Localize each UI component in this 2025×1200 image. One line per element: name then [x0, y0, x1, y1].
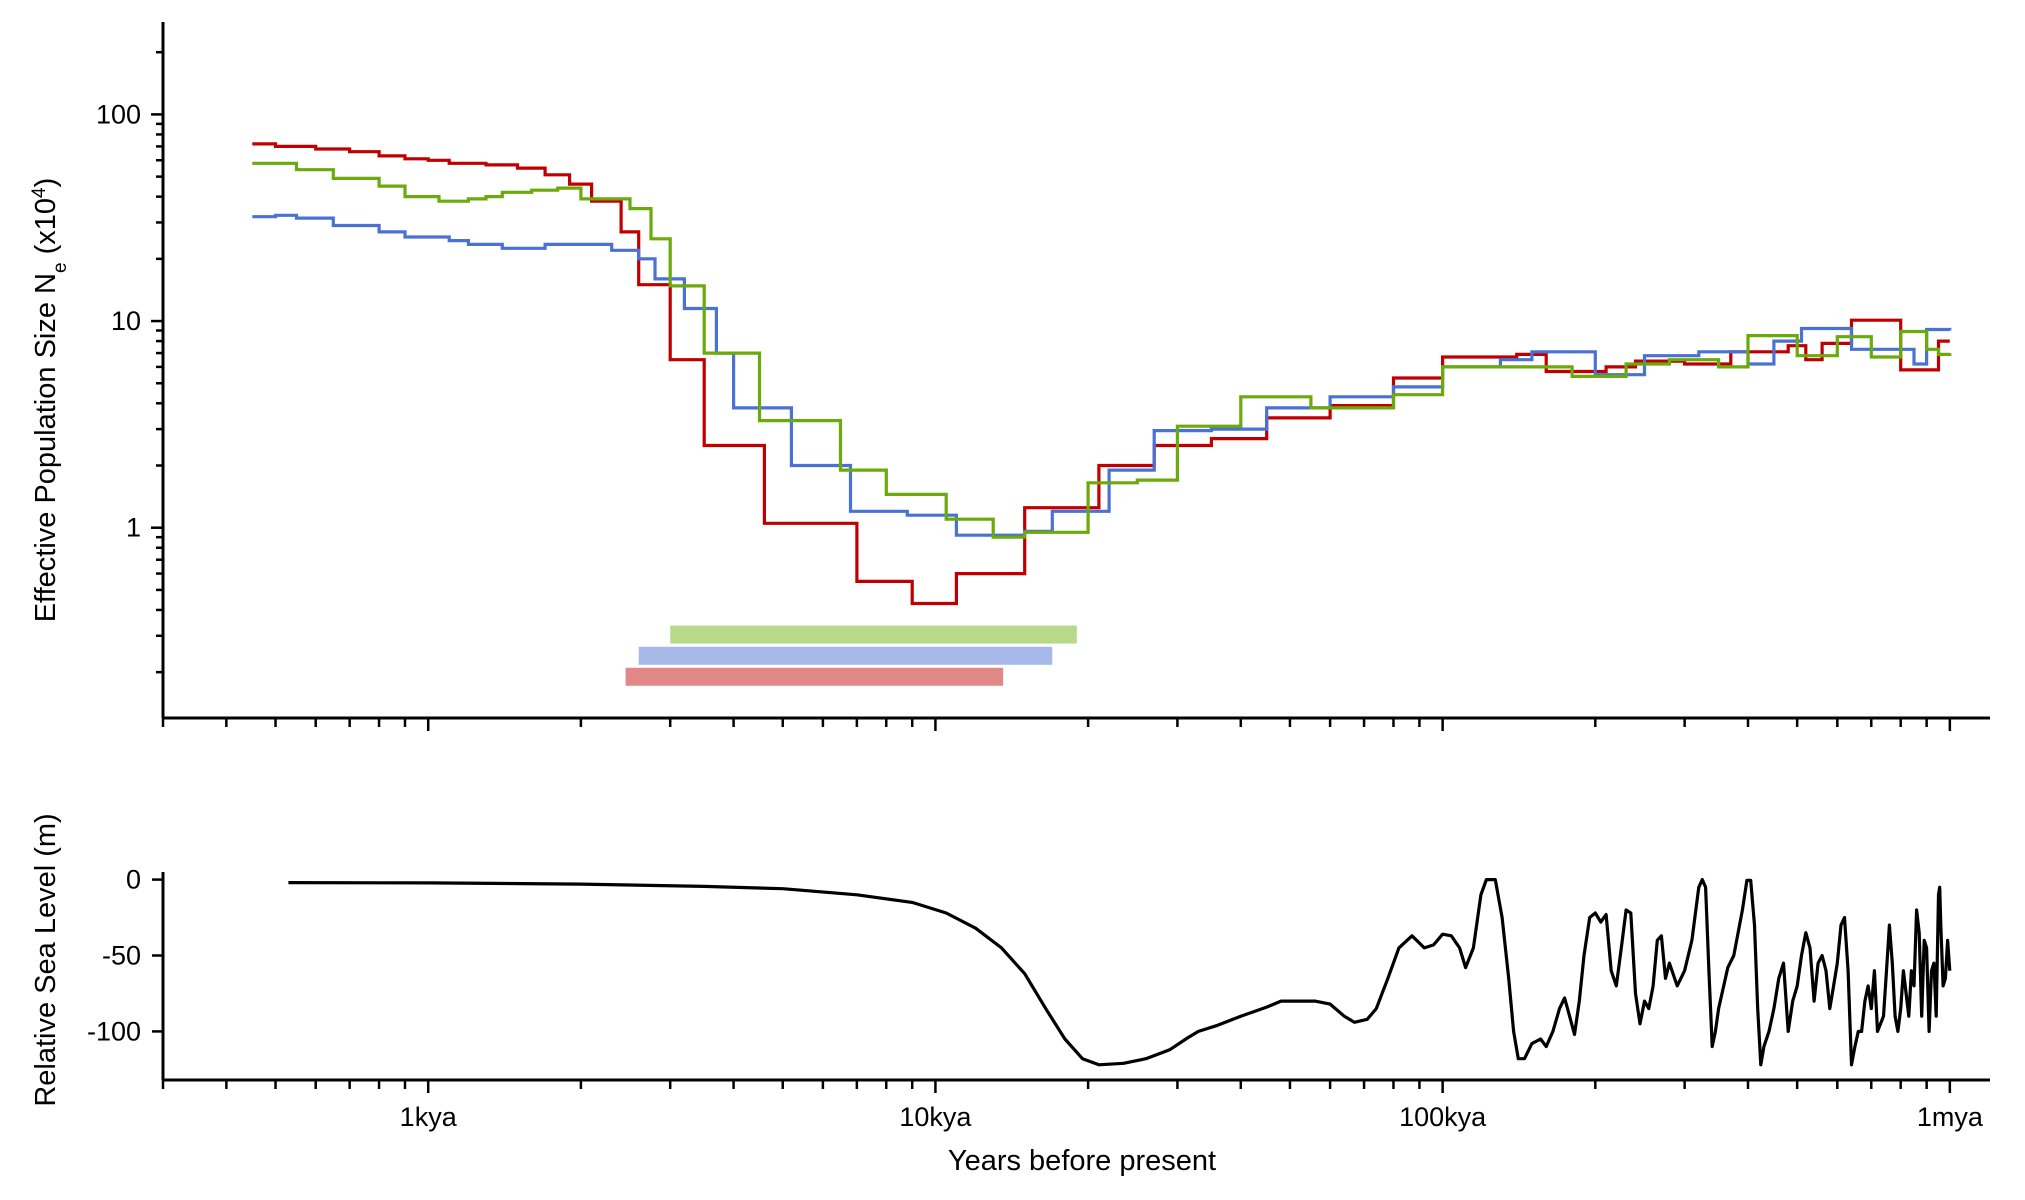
range-bars	[625, 625, 1077, 686]
x-axis-title: Years before present	[948, 1145, 1216, 1177]
x-tick-label: 100kya	[1399, 1102, 1487, 1132]
y-tick-label: 1	[126, 513, 141, 543]
sea-level-panel: 0 -50 -100 1kya 10kya 100kya 1mya Relative Sea…	[30, 813, 1990, 1177]
y-tick-label: 10	[111, 306, 141, 336]
sea-level-axes: 0 -50 -100 1kya 10kya 100kya 1mya	[87, 865, 1990, 1132]
y-axis-title-subscript: e	[50, 262, 71, 273]
sea-level-series	[288, 878, 1952, 1067]
range-bar-green	[670, 625, 1077, 644]
range-bar-blue	[638, 646, 1053, 665]
y-axis-title-close: )	[30, 178, 62, 188]
sea-y-tick-label: -50	[102, 941, 141, 971]
y-axis-title-population: Effective Population Size Ne (x104)	[29, 178, 71, 623]
population-size-panel: 1 10 100 Effective Population Size Ne (x10…	[29, 22, 1990, 731]
sea-level-line	[288, 878, 1952, 1067]
x-tick-label: 1mya	[1917, 1102, 1984, 1132]
series-line-blue	[252, 213, 1952, 537]
x-tick-label: 1kya	[400, 1102, 458, 1132]
sea-y-tick-label: -100	[87, 1016, 141, 1046]
y-axis-title-superscript: 4	[29, 187, 50, 198]
y-axis-title-sea-level: Relative Sea Level (m)	[30, 813, 62, 1106]
population-series	[252, 142, 1952, 606]
range-bar-red	[625, 667, 1004, 686]
y-tick-label: 100	[96, 99, 141, 129]
series-line-red	[252, 142, 1950, 606]
y-axis-title-unit: (x10	[30, 198, 62, 262]
x-tick-label: 10kya	[899, 1102, 972, 1132]
sea-y-tick-label: 0	[126, 865, 141, 895]
y-axis-title-main: Effective Population Size N	[30, 273, 62, 622]
population-axes: 1 10 100	[96, 22, 1990, 731]
series-line-green	[252, 161, 1952, 539]
